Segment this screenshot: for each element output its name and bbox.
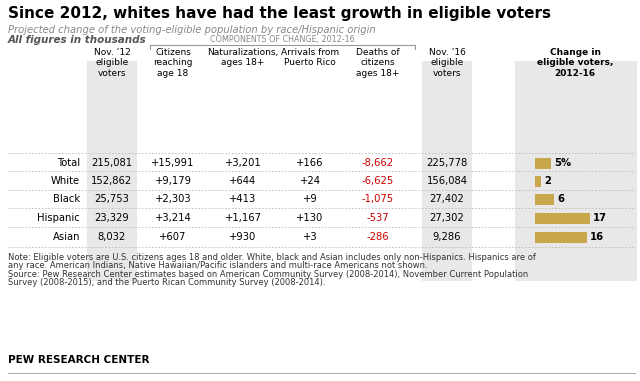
Text: Black: Black <box>53 194 80 204</box>
Text: Hispanic: Hispanic <box>37 213 80 223</box>
Text: 25,753: 25,753 <box>95 194 129 204</box>
Text: +930: +930 <box>229 232 257 242</box>
Text: +166: +166 <box>296 158 324 168</box>
Text: any race. American Indians, Native Hawaiian/Pacific islanders and multi-race Ame: any race. American Indians, Native Hawai… <box>8 261 428 270</box>
Text: -1,075: -1,075 <box>362 194 394 204</box>
Text: -286: -286 <box>367 232 389 242</box>
Text: -537: -537 <box>367 213 389 223</box>
Bar <box>535 194 554 205</box>
Text: Arrivals from
Puerto Rico: Arrivals from Puerto Rico <box>281 48 339 67</box>
Text: 6: 6 <box>557 194 564 204</box>
Bar <box>535 232 587 242</box>
Bar <box>87 61 137 281</box>
Text: +2,303: +2,303 <box>155 194 191 204</box>
Text: 5%: 5% <box>554 158 572 168</box>
Text: 156,084: 156,084 <box>426 176 467 186</box>
Text: Nov. ’12
eligible
voters: Nov. ’12 eligible voters <box>93 48 131 78</box>
Text: Source: Pew Research Center estimates based on American Community Survey (2008-2: Source: Pew Research Center estimates ba… <box>8 270 528 279</box>
Text: Projected change of the voting-eligible population by race/Hispanic origin: Projected change of the voting-eligible … <box>8 25 376 35</box>
Bar <box>535 213 590 224</box>
Text: +130: +130 <box>296 213 324 223</box>
Text: 8,032: 8,032 <box>98 232 126 242</box>
Text: Nov. ’16
eligible
voters: Nov. ’16 eligible voters <box>429 48 465 78</box>
Text: 9,286: 9,286 <box>433 232 461 242</box>
Text: Total: Total <box>57 158 80 168</box>
Text: +9: +9 <box>303 194 317 204</box>
Text: Deaths of
citizens
ages 18+: Deaths of citizens ages 18+ <box>356 48 400 78</box>
Text: +413: +413 <box>229 194 257 204</box>
Text: +15,991: +15,991 <box>151 158 195 168</box>
Text: +24: +24 <box>300 176 321 186</box>
Text: 27,402: 27,402 <box>429 194 465 204</box>
Bar <box>535 176 541 187</box>
Text: 225,778: 225,778 <box>426 158 468 168</box>
Text: 2: 2 <box>545 176 551 186</box>
Text: Naturalizations,
ages 18+: Naturalizations, ages 18+ <box>207 48 278 67</box>
Text: All figures in thousands: All figures in thousands <box>8 35 147 45</box>
Text: +3,201: +3,201 <box>225 158 261 168</box>
Text: Since 2012, whites have had the least growth in eligible voters: Since 2012, whites have had the least gr… <box>8 6 551 21</box>
Text: PEW RESEARCH CENTER: PEW RESEARCH CENTER <box>8 355 150 365</box>
Text: Asian: Asian <box>52 232 80 242</box>
Text: 23,329: 23,329 <box>95 213 129 223</box>
Text: Change in
eligible voters,
2012-16: Change in eligible voters, 2012-16 <box>537 48 613 78</box>
Bar <box>515 61 637 281</box>
Text: -6,625: -6,625 <box>362 176 394 186</box>
Text: 17: 17 <box>593 213 607 223</box>
Text: White: White <box>51 176 80 186</box>
Bar <box>535 157 551 168</box>
Text: 152,862: 152,862 <box>92 176 132 186</box>
Bar <box>422 61 472 281</box>
Text: 27,302: 27,302 <box>429 213 465 223</box>
Text: +3: +3 <box>303 232 317 242</box>
Text: COMPONENTS OF CHANGE, 2012-16: COMPONENTS OF CHANGE, 2012-16 <box>210 35 355 44</box>
Text: +644: +644 <box>229 176 257 186</box>
Text: +9,179: +9,179 <box>154 176 191 186</box>
Text: +1,167: +1,167 <box>225 213 262 223</box>
Text: 16: 16 <box>590 232 604 242</box>
Text: Citizens
reaching
age 18: Citizens reaching age 18 <box>153 48 193 78</box>
Text: Note: Eligible voters are U.S. citizens ages 18 and older. White, black and Asia: Note: Eligible voters are U.S. citizens … <box>8 253 536 262</box>
Text: +607: +607 <box>159 232 187 242</box>
Text: +3,214: +3,214 <box>155 213 191 223</box>
Text: -8,662: -8,662 <box>362 158 394 168</box>
Text: 215,081: 215,081 <box>92 158 132 168</box>
Text: Survey (2008-2015), and the Puerto Rican Community Survey (2008-2014).: Survey (2008-2015), and the Puerto Rican… <box>8 278 326 287</box>
